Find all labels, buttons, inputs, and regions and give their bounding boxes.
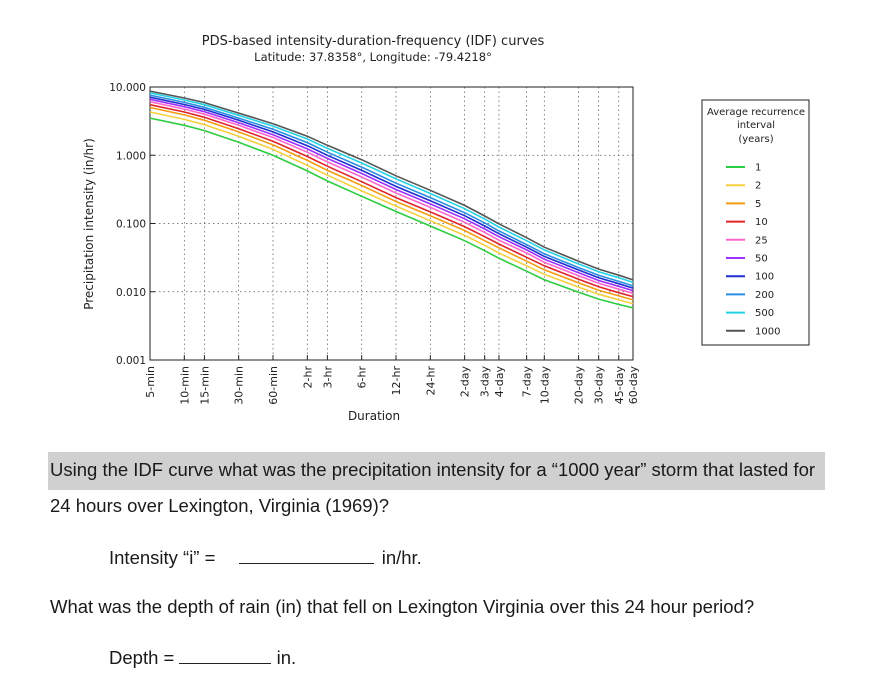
chart-subtitle: Latitude: 37.8358°, Longitude: -79.4218° [254,50,492,64]
legend-label-1000: 1000 [755,326,780,337]
series-line-5 [149,106,634,301]
question-2: What was the depth of rain (in) that fel… [50,596,755,617]
intensity-answer-blank[interactable] [238,546,374,564]
series-lines [149,90,634,309]
depth-unit: in. [276,647,297,668]
legend: Average recurrence interval (years) 1251… [701,99,810,346]
x-tick-label: 3-day [479,366,492,398]
legend-label-1: 1 [755,163,761,174]
x-tick-label: 3-hr [321,366,334,389]
series-line-50 [149,98,634,292]
x-tick-label: 24-hr [424,366,437,396]
depth-label: Depth = [109,647,175,668]
x-tick-label: 30-day [593,366,606,405]
question-1-line-1: Using the IDF curve what was the precipi… [50,459,816,480]
series-line-2 [149,111,634,305]
x-tick-label: 4-day [493,366,506,398]
legend-label-200: 200 [755,290,774,301]
question-highlight [48,452,825,490]
idf-chart: PDS-based intensity-duration-frequency (… [82,34,810,423]
legend-label-10: 10 [755,217,768,228]
intensity-unit: in/hr. [381,547,422,568]
x-tick-label: 60-day [627,366,640,405]
y-tick-label: 1.000 [116,150,146,162]
series-line-500 [149,92,634,284]
x-tick-label: 5-min [144,366,157,398]
legend-label-100: 100 [755,272,774,283]
legend-label-25: 25 [755,235,768,246]
grid-lines [150,87,633,360]
depth-row: Depth = in. [109,646,296,669]
series-line-1000 [149,90,634,281]
x-tick-label: 2-day [459,366,472,398]
x-tick-label: 30-min [233,366,246,405]
x-tick-label: 2-hr [301,366,314,389]
intensity-label: Intensity “i” = [109,547,216,568]
x-axis-label: Duration [348,409,400,423]
series-line-25 [149,100,634,295]
legend-label-2: 2 [755,181,761,192]
legend-label-500: 500 [755,308,774,319]
x-tick-label: 12-hr [390,366,403,396]
series-line-1 [149,117,634,309]
y-tick-label: 10.000 [109,82,146,94]
y-tick-label: 0.001 [116,355,146,367]
x-tick-label: 20-day [573,366,586,405]
y-axis-label: Precipitation intensity (in/hr) [82,138,96,310]
legend-title-line1: Average recurrence [707,107,805,118]
series-line-10 [149,103,634,298]
legend-label-50: 50 [755,254,768,265]
series-line-100 [149,96,634,289]
x-tick-label: 10-min [178,366,191,405]
x-tick-label: 7-day [521,366,534,398]
series-line-200 [149,94,634,287]
legend-box [701,99,810,346]
question-1-line-2: 24 hours over Lexington, Virginia (1969)… [50,495,390,516]
x-axis-ticks: 5-min 10-min 15-min 30-min 60-min 2-hr 3-hr 6-h… [144,355,640,405]
y-tick-label: 0.100 [116,219,146,231]
x-tick-label: 45-day [613,366,626,405]
x-tick-label: 60-min [267,366,280,405]
legend-title-line2: interval [737,120,775,131]
intensity-row: Intensity “i” = in/hr. [109,546,422,569]
x-tick-label: 10-day [538,366,551,405]
y-tick-label: 0.010 [116,287,146,299]
y-axis-ticks: 10.000 1.000 0.100 0.010 0.001 [109,82,155,367]
chart-title: PDS-based intensity-duration-frequency (… [202,34,545,49]
x-tick-label: 15-min [198,366,211,405]
legend-label-5: 5 [755,199,761,210]
depth-answer-blank[interactable] [179,646,272,664]
x-tick-label: 6-hr [356,366,369,389]
legend-title-line3: (years) [738,134,773,145]
